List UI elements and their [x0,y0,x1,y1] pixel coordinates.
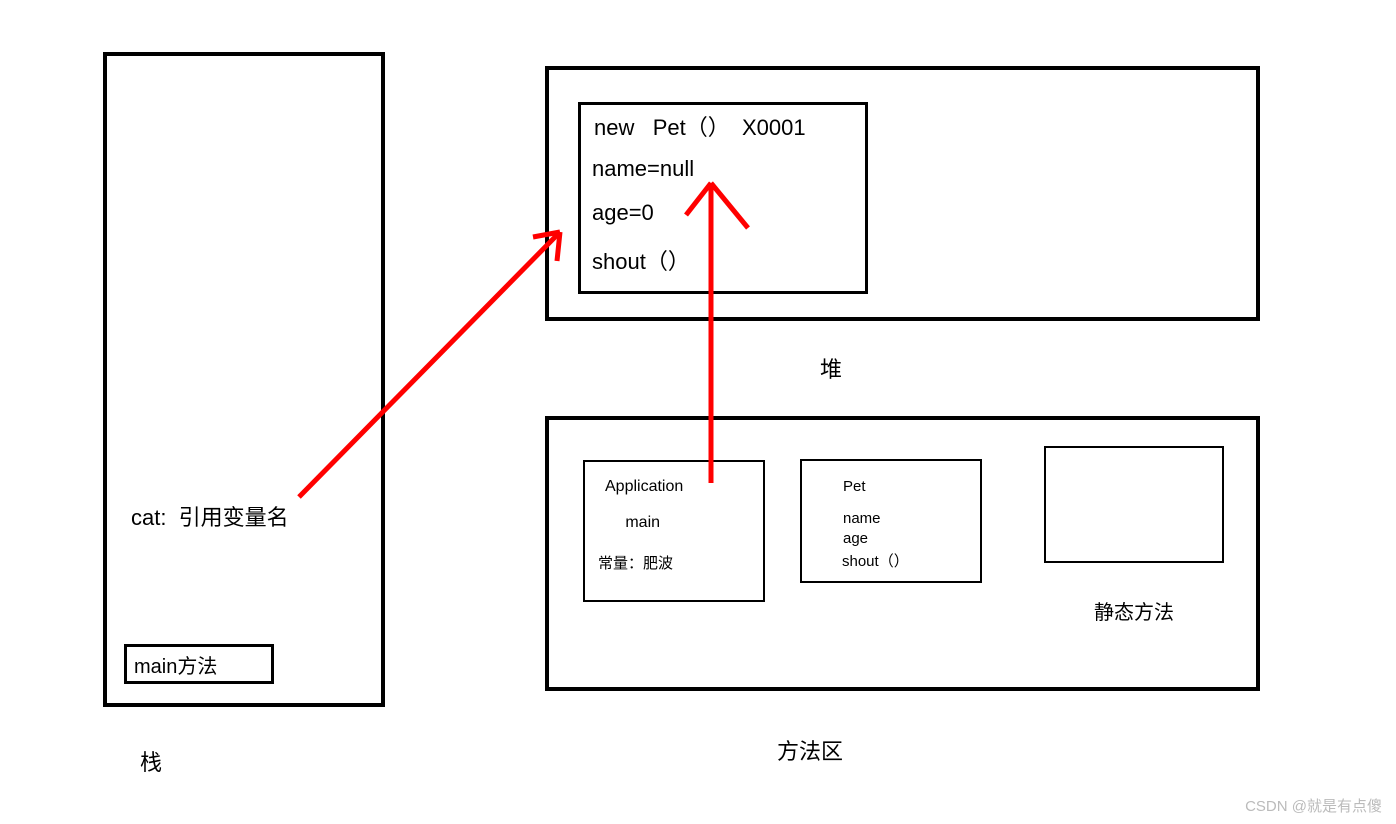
cat-variable-text: cat: 引用变量名 [131,500,289,532]
heap-object-line-1: name=null [592,156,694,182]
heap-label: 堆 [820,352,842,384]
stack-label: 栈 [140,745,162,777]
main-method-label: main方法 [134,650,217,679]
pet-line-2: age [843,530,868,547]
heap-object-line-0: new Pet（） X0001 [594,110,806,142]
watermark: CSDN @就是有点傻 [1245,795,1382,816]
static-method-box [1044,446,1224,563]
static-method-label: 静态方法 [1094,596,1174,625]
stack-box [103,52,385,707]
application-line-0: Application [605,478,683,496]
pet-line-3: shout（） [842,550,909,571]
pet-line-0: Pet [843,478,866,495]
method-area-label: 方法区 [777,734,843,766]
heap-object-line-3: shout（） [592,244,690,276]
application-line-1: main [612,514,660,532]
heap-object-line-2: age=0 [592,200,654,226]
pet-line-1: name [843,510,881,527]
application-line-2: 常量：肥波 [598,552,673,573]
